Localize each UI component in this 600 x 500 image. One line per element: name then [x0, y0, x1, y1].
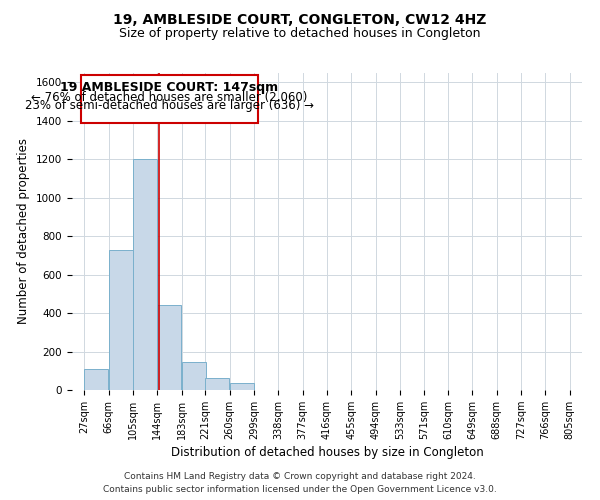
Bar: [230, 384, 254, 390]
Bar: [205, 378, 229, 390]
Text: 19, AMBLESIDE COURT, CONGLETON, CW12 4HZ: 19, AMBLESIDE COURT, CONGLETON, CW12 4HZ: [113, 12, 487, 26]
Text: Contains HM Land Registry data © Crown copyright and database right 2024.: Contains HM Land Registry data © Crown c…: [124, 472, 476, 481]
Text: Contains public sector information licensed under the Open Government Licence v3: Contains public sector information licen…: [103, 485, 497, 494]
Y-axis label: Number of detached properties: Number of detached properties: [17, 138, 31, 324]
Bar: [182, 362, 206, 390]
Text: Size of property relative to detached houses in Congleton: Size of property relative to detached ho…: [119, 28, 481, 40]
Bar: [85, 369, 109, 390]
X-axis label: Distribution of detached houses by size in Congleton: Distribution of detached houses by size …: [170, 446, 484, 459]
Bar: [157, 306, 181, 390]
Text: 23% of semi-detached houses are larger (636) →: 23% of semi-detached houses are larger (…: [25, 100, 314, 112]
Bar: [133, 159, 157, 390]
Bar: [81, 76, 258, 124]
Text: 19 AMBLESIDE COURT: 147sqm: 19 AMBLESIDE COURT: 147sqm: [61, 81, 278, 94]
Bar: [109, 250, 133, 390]
Text: ← 76% of detached houses are smaller (2,060): ← 76% of detached houses are smaller (2,…: [31, 91, 308, 104]
